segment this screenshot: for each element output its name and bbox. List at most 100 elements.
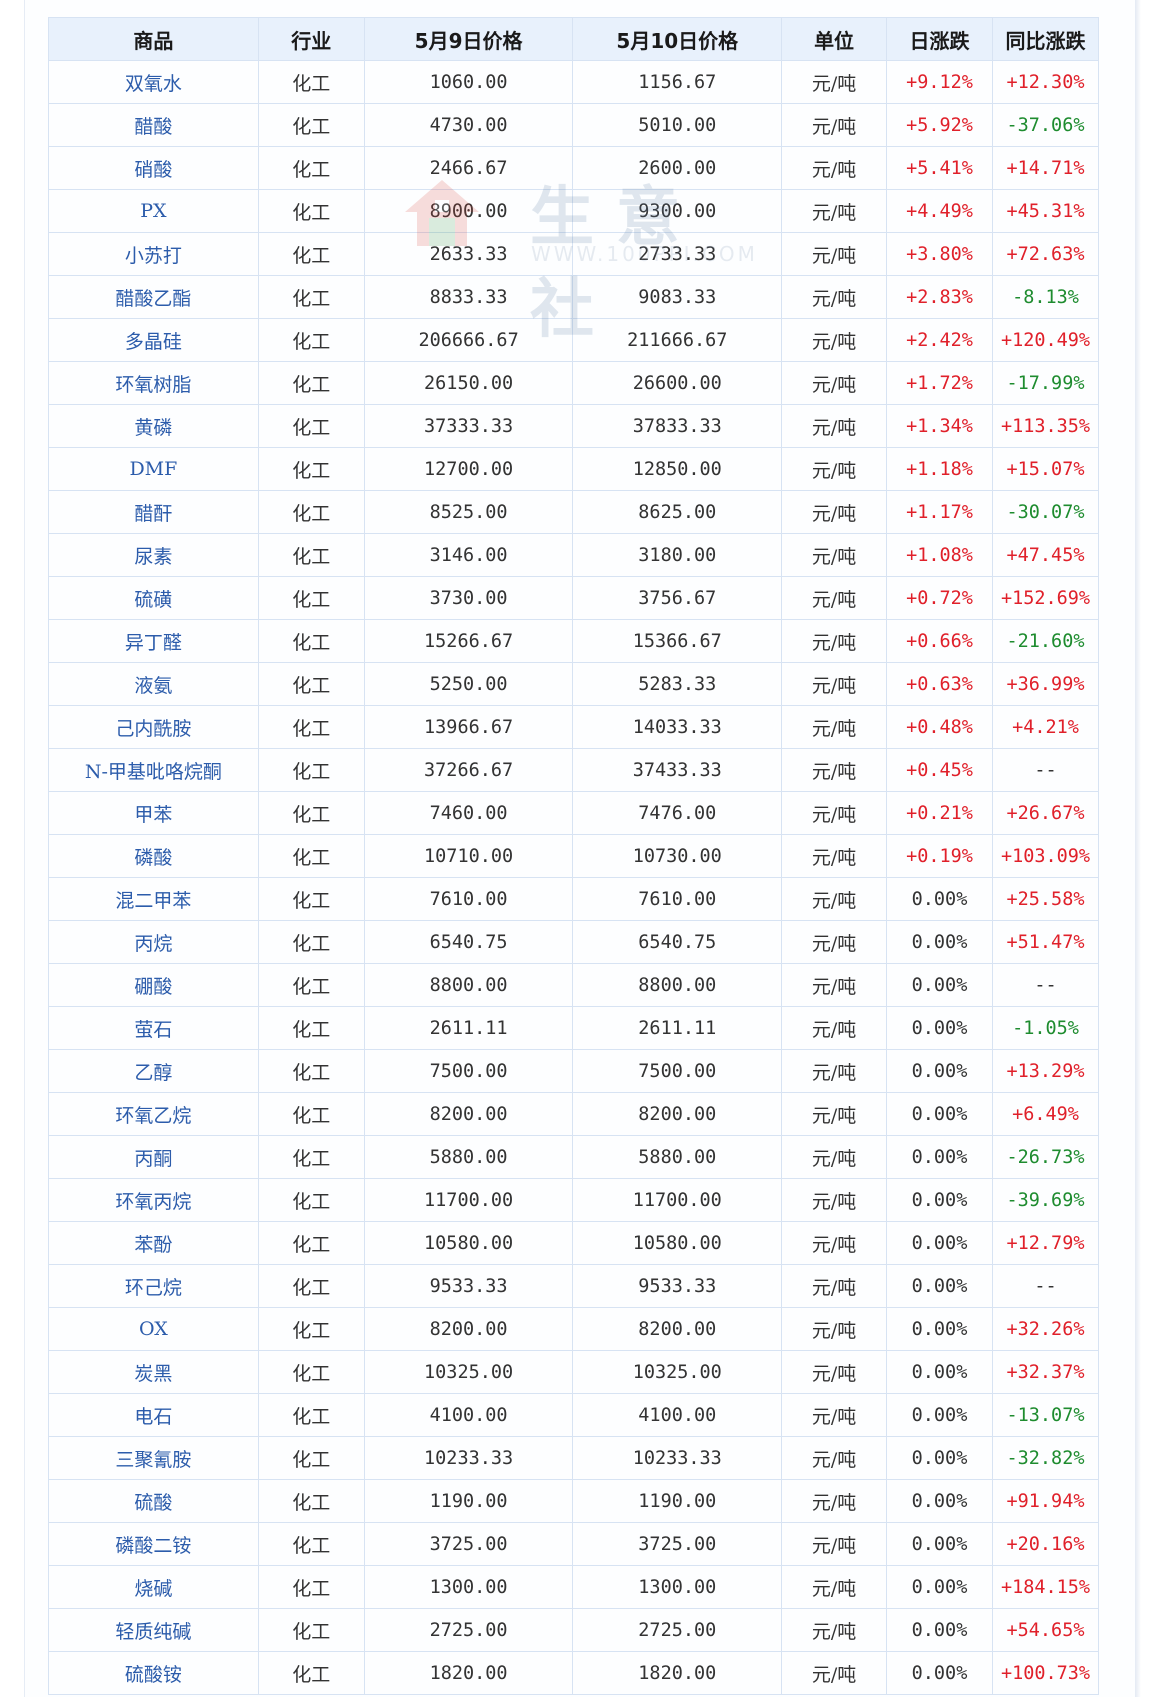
table-row: 丙烷 化工 6540.75 6540.75 元/吨 0.00% +51.47% xyxy=(48,920,1100,964)
industry-cell: 化工 xyxy=(257,920,365,964)
table-row: 醋酸乙酯 化工 8833.33 9083.33 元/吨 +2.83% -8.13% xyxy=(48,275,1100,319)
table-row: 异丁醛 化工 15266.67 15366.67 元/吨 +0.66% -21.60% xyxy=(48,619,1100,663)
commodity-name-cell[interactable]: 烧碱 xyxy=(48,1565,259,1609)
table-row: 轻质纯碱 化工 2725.00 2725.00 元/吨 0.00% +54.65% xyxy=(48,1608,1100,1652)
yoy-change-cell: -26.73% xyxy=(991,1135,1100,1179)
unit-cell: 元/吨 xyxy=(781,834,888,878)
table-row: 硫酸铵 化工 1820.00 1820.00 元/吨 0.00% +100.73% xyxy=(48,1651,1100,1695)
industry-cell: 化工 xyxy=(257,1049,365,1093)
header-yoy-change: 同比涨跌 xyxy=(991,17,1100,61)
table-row: 磷酸 化工 10710.00 10730.00 元/吨 +0.19% +103.09% xyxy=(48,834,1100,878)
price-table: 商品 行业 5月9日价格 5月10日价格 单位 日涨跌 同比涨跌 双氧水 化工 10… xyxy=(48,17,1100,1695)
commodity-name-cell[interactable]: 硫酸 xyxy=(48,1479,259,1523)
commodity-name-cell[interactable]: 甲苯 xyxy=(48,791,259,835)
price-may10-cell: 1300.00 xyxy=(572,1565,783,1609)
commodity-name-cell[interactable]: 醋酸乙酯 xyxy=(48,275,259,319)
yoy-change-cell: +45.31% xyxy=(991,189,1100,233)
industry-cell: 化工 xyxy=(257,834,365,878)
industry-cell: 化工 xyxy=(257,1565,365,1609)
commodity-name-cell[interactable]: 尿素 xyxy=(48,533,259,577)
commodity-name-cell[interactable]: 醋酐 xyxy=(48,490,259,534)
unit-cell: 元/吨 xyxy=(781,1393,888,1437)
yoy-change-cell: +4.21% xyxy=(991,705,1100,749)
industry-cell: 化工 xyxy=(257,490,365,534)
unit-cell: 元/吨 xyxy=(781,1436,888,1480)
commodity-name-cell[interactable]: 轻质纯碱 xyxy=(48,1608,259,1652)
commodity-name-cell[interactable]: N-甲基吡咯烷酮 xyxy=(48,748,259,792)
table-row: 黄磷 化工 37333.33 37833.33 元/吨 +1.34% +113.35% xyxy=(48,404,1100,448)
price-may9-cell: 8800.00 xyxy=(363,963,574,1007)
commodity-name-cell[interactable]: 电石 xyxy=(48,1393,259,1437)
commodity-name-cell[interactable]: 双氧水 xyxy=(48,60,259,104)
unit-cell: 元/吨 xyxy=(781,318,888,362)
yoy-change-cell: +14.71% xyxy=(991,146,1100,190)
price-may10-cell: 5010.00 xyxy=(572,103,783,147)
commodity-name-cell[interactable]: 环氧树脂 xyxy=(48,361,259,405)
commodity-name-cell[interactable]: 萤石 xyxy=(48,1006,259,1050)
commodity-name-cell[interactable]: DMF xyxy=(48,447,259,491)
commodity-name-cell[interactable]: 苯酚 xyxy=(48,1221,259,1265)
unit-cell: 元/吨 xyxy=(781,1350,888,1394)
yoy-change-cell: +72.63% xyxy=(991,232,1100,276)
yoy-change-cell: +113.35% xyxy=(991,404,1100,448)
price-may9-cell: 1060.00 xyxy=(363,60,574,104)
commodity-name-cell[interactable]: 炭黑 xyxy=(48,1350,259,1394)
table-row: 乙醇 化工 7500.00 7500.00 元/吨 0.00% +13.29% xyxy=(48,1049,1100,1093)
yoy-change-cell: +91.94% xyxy=(991,1479,1100,1523)
commodity-name-cell[interactable]: 三聚氰胺 xyxy=(48,1436,259,1480)
table-row: 混二甲苯 化工 7610.00 7610.00 元/吨 0.00% +25.58% xyxy=(48,877,1100,921)
industry-cell: 化工 xyxy=(257,1006,365,1050)
commodity-name-cell[interactable]: 丙烷 xyxy=(48,920,259,964)
price-may10-cell: 8200.00 xyxy=(572,1307,783,1351)
daily-change-cell: +5.41% xyxy=(886,146,993,190)
table-row: 环氧乙烷 化工 8200.00 8200.00 元/吨 0.00% +6.49% xyxy=(48,1092,1100,1136)
daily-change-cell: 0.00% xyxy=(886,1651,993,1695)
daily-change-cell: 0.00% xyxy=(886,1479,993,1523)
commodity-name-cell[interactable]: OX xyxy=(48,1307,259,1351)
commodity-name-cell[interactable]: 磷酸 xyxy=(48,834,259,878)
price-may10-cell: 37833.33 xyxy=(572,404,783,448)
commodity-name-cell[interactable]: 混二甲苯 xyxy=(48,877,259,921)
commodity-name-cell[interactable]: 小苏打 xyxy=(48,232,259,276)
price-may9-cell: 10580.00 xyxy=(363,1221,574,1265)
commodity-name-cell[interactable]: 丙酮 xyxy=(48,1135,259,1179)
yoy-change-cell: +25.58% xyxy=(991,877,1100,921)
unit-cell: 元/吨 xyxy=(781,619,888,663)
industry-cell: 化工 xyxy=(257,232,365,276)
daily-change-cell: 0.00% xyxy=(886,1350,993,1394)
unit-cell: 元/吨 xyxy=(781,576,888,620)
table-row: OX 化工 8200.00 8200.00 元/吨 0.00% +32.26% xyxy=(48,1307,1100,1351)
price-may9-cell: 3725.00 xyxy=(363,1522,574,1566)
industry-cell: 化工 xyxy=(257,1479,365,1523)
commodity-name-cell[interactable]: 硫磺 xyxy=(48,576,259,620)
price-may10-cell: 9300.00 xyxy=(572,189,783,233)
price-may9-cell: 37333.33 xyxy=(363,404,574,448)
commodity-name-cell[interactable]: 异丁醛 xyxy=(48,619,259,663)
commodity-name-cell[interactable]: 黄磷 xyxy=(48,404,259,448)
commodity-name-cell[interactable]: 硫酸铵 xyxy=(48,1651,259,1695)
commodity-name-cell[interactable]: 液氨 xyxy=(48,662,259,706)
commodity-name-cell[interactable]: PX xyxy=(48,189,259,233)
price-may9-cell: 10710.00 xyxy=(363,834,574,878)
price-may9-cell: 11700.00 xyxy=(363,1178,574,1222)
commodity-name-cell[interactable]: 己内酰胺 xyxy=(48,705,259,749)
commodity-name-cell[interactable]: 环己烷 xyxy=(48,1264,259,1308)
daily-change-cell: 0.00% xyxy=(886,1178,993,1222)
commodity-name-cell[interactable]: 硼酸 xyxy=(48,963,259,1007)
commodity-name-cell[interactable]: 硝酸 xyxy=(48,146,259,190)
commodity-name-cell[interactable]: 磷酸二铵 xyxy=(48,1522,259,1566)
commodity-name-cell[interactable]: 醋酸 xyxy=(48,103,259,147)
daily-change-cell: 0.00% xyxy=(886,1565,993,1609)
price-may9-cell: 7610.00 xyxy=(363,877,574,921)
commodity-name-cell[interactable]: 环氧丙烷 xyxy=(48,1178,259,1222)
yoy-change-cell: +51.47% xyxy=(991,920,1100,964)
commodity-name-cell[interactable]: 乙醇 xyxy=(48,1049,259,1093)
commodity-name-cell[interactable]: 环氧乙烷 xyxy=(48,1092,259,1136)
yoy-change-cell: +47.45% xyxy=(991,533,1100,577)
yoy-change-cell: -8.13% xyxy=(991,275,1100,319)
industry-cell: 化工 xyxy=(257,1522,365,1566)
price-may9-cell: 2466.67 xyxy=(363,146,574,190)
commodity-name-cell[interactable]: 多晶硅 xyxy=(48,318,259,362)
price-may10-cell: 2733.33 xyxy=(572,232,783,276)
unit-cell: 元/吨 xyxy=(781,963,888,1007)
